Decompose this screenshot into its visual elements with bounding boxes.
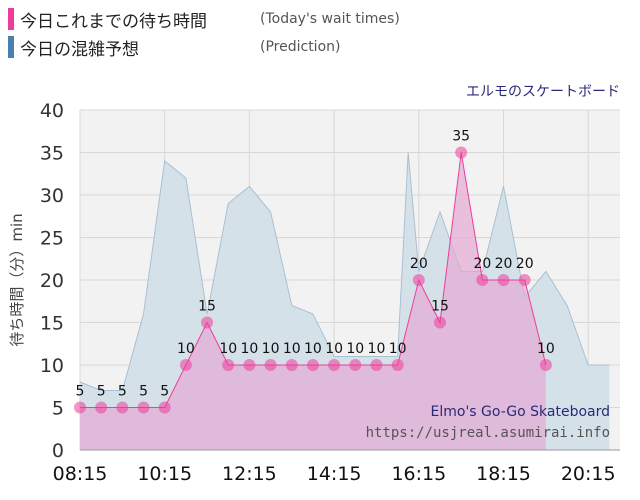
- legend-prediction-swatch: [8, 36, 14, 58]
- today-data-label: 5: [97, 384, 106, 400]
- x-tick-label: 18:15: [476, 463, 531, 485]
- today-point: [391, 359, 404, 371]
- y-tick-label: 35: [40, 143, 64, 165]
- x-tick-label: 16:15: [391, 463, 446, 485]
- today-data-label: 5: [76, 384, 85, 400]
- chart-title: エルモのスケートボード: [466, 84, 620, 100]
- y-tick-label: 5: [52, 398, 64, 420]
- today-data-label: 10: [219, 341, 237, 357]
- legend-today-label: 今日これまでの待ち時間: [20, 11, 207, 32]
- today-data-label: 35: [452, 129, 470, 145]
- y-tick-label: 10: [40, 355, 64, 377]
- today-data-label: 5: [160, 384, 169, 400]
- today-point: [137, 401, 150, 414]
- y-tick-label: 20: [40, 270, 64, 292]
- today-data-label: 10: [283, 341, 301, 357]
- today-data-label: 5: [139, 384, 148, 400]
- y-tick-label: 40: [40, 100, 64, 122]
- today-point: [455, 146, 468, 159]
- today-data-label: 10: [240, 341, 258, 357]
- today-data-label: 10: [177, 341, 195, 357]
- today-point: [201, 316, 214, 329]
- y-tick-label: 25: [40, 228, 64, 250]
- today-point: [264, 359, 277, 371]
- today-data-label: 10: [389, 341, 407, 357]
- y-axis-label: 待ち時間（分）min: [8, 213, 26, 346]
- today-data-label: 20: [495, 256, 513, 272]
- today-point: [412, 274, 425, 286]
- today-data-label: 15: [431, 299, 449, 315]
- y-tick-label: 30: [40, 185, 64, 207]
- today-data-label: 20: [410, 256, 428, 272]
- today-point: [222, 359, 235, 371]
- prediction-line: [79, 152, 610, 391]
- today-data-label: 20: [473, 256, 491, 272]
- x-tick-label: 14:15: [307, 463, 362, 485]
- today-point: [158, 401, 171, 414]
- y-tick-label: 15: [40, 313, 64, 335]
- today-point: [434, 316, 446, 329]
- x-tick-label: 08:15: [53, 463, 108, 485]
- today-point: [497, 274, 510, 286]
- today-area: [80, 152, 546, 450]
- legend-prediction-sub: (Prediction): [260, 39, 341, 55]
- today-data-label: 10: [262, 341, 280, 357]
- today-point: [179, 359, 192, 371]
- today-point: [539, 359, 552, 371]
- today-point: [243, 359, 256, 371]
- today-data-label: 10: [346, 341, 364, 357]
- today-point: [285, 359, 298, 371]
- today-point: [349, 359, 362, 371]
- chart-subtitle-en: Elmo's Go-Go Skateboard: [431, 404, 611, 420]
- x-tick-label: 10:15: [137, 463, 192, 485]
- today-point: [328, 359, 341, 371]
- today-data-label: 20: [516, 256, 534, 272]
- today-data-label: 10: [368, 341, 386, 357]
- today-point: [306, 359, 319, 371]
- today-data-label: 10: [304, 341, 322, 357]
- today-point: [476, 274, 489, 286]
- today-point: [370, 359, 383, 371]
- today-point: [74, 401, 86, 414]
- today-data-label: 10: [537, 341, 555, 357]
- today-point: [95, 401, 108, 414]
- today-point: [518, 274, 531, 286]
- today-data-label: 10: [325, 341, 343, 357]
- x-tick-label: 12:15: [222, 463, 277, 485]
- x-tick-label: 20:15: [561, 463, 616, 485]
- legend-prediction-label: 今日の混雑予想: [20, 39, 139, 60]
- today-data-label: 5: [118, 384, 127, 400]
- legend-prediction: 今日の混雑予想 (Prediction): [8, 34, 340, 60]
- legend-today: 今日これまでの待ち時間 (Today's wait times): [8, 6, 400, 32]
- y-tick-label: 0: [52, 440, 64, 462]
- chart-source: https://usjreal.asumirai.info: [366, 425, 610, 441]
- legend-today-swatch: [8, 8, 14, 30]
- today-data-label: 15: [198, 299, 216, 315]
- today-point: [116, 401, 129, 414]
- legend-today-sub: (Today's wait times): [260, 11, 400, 27]
